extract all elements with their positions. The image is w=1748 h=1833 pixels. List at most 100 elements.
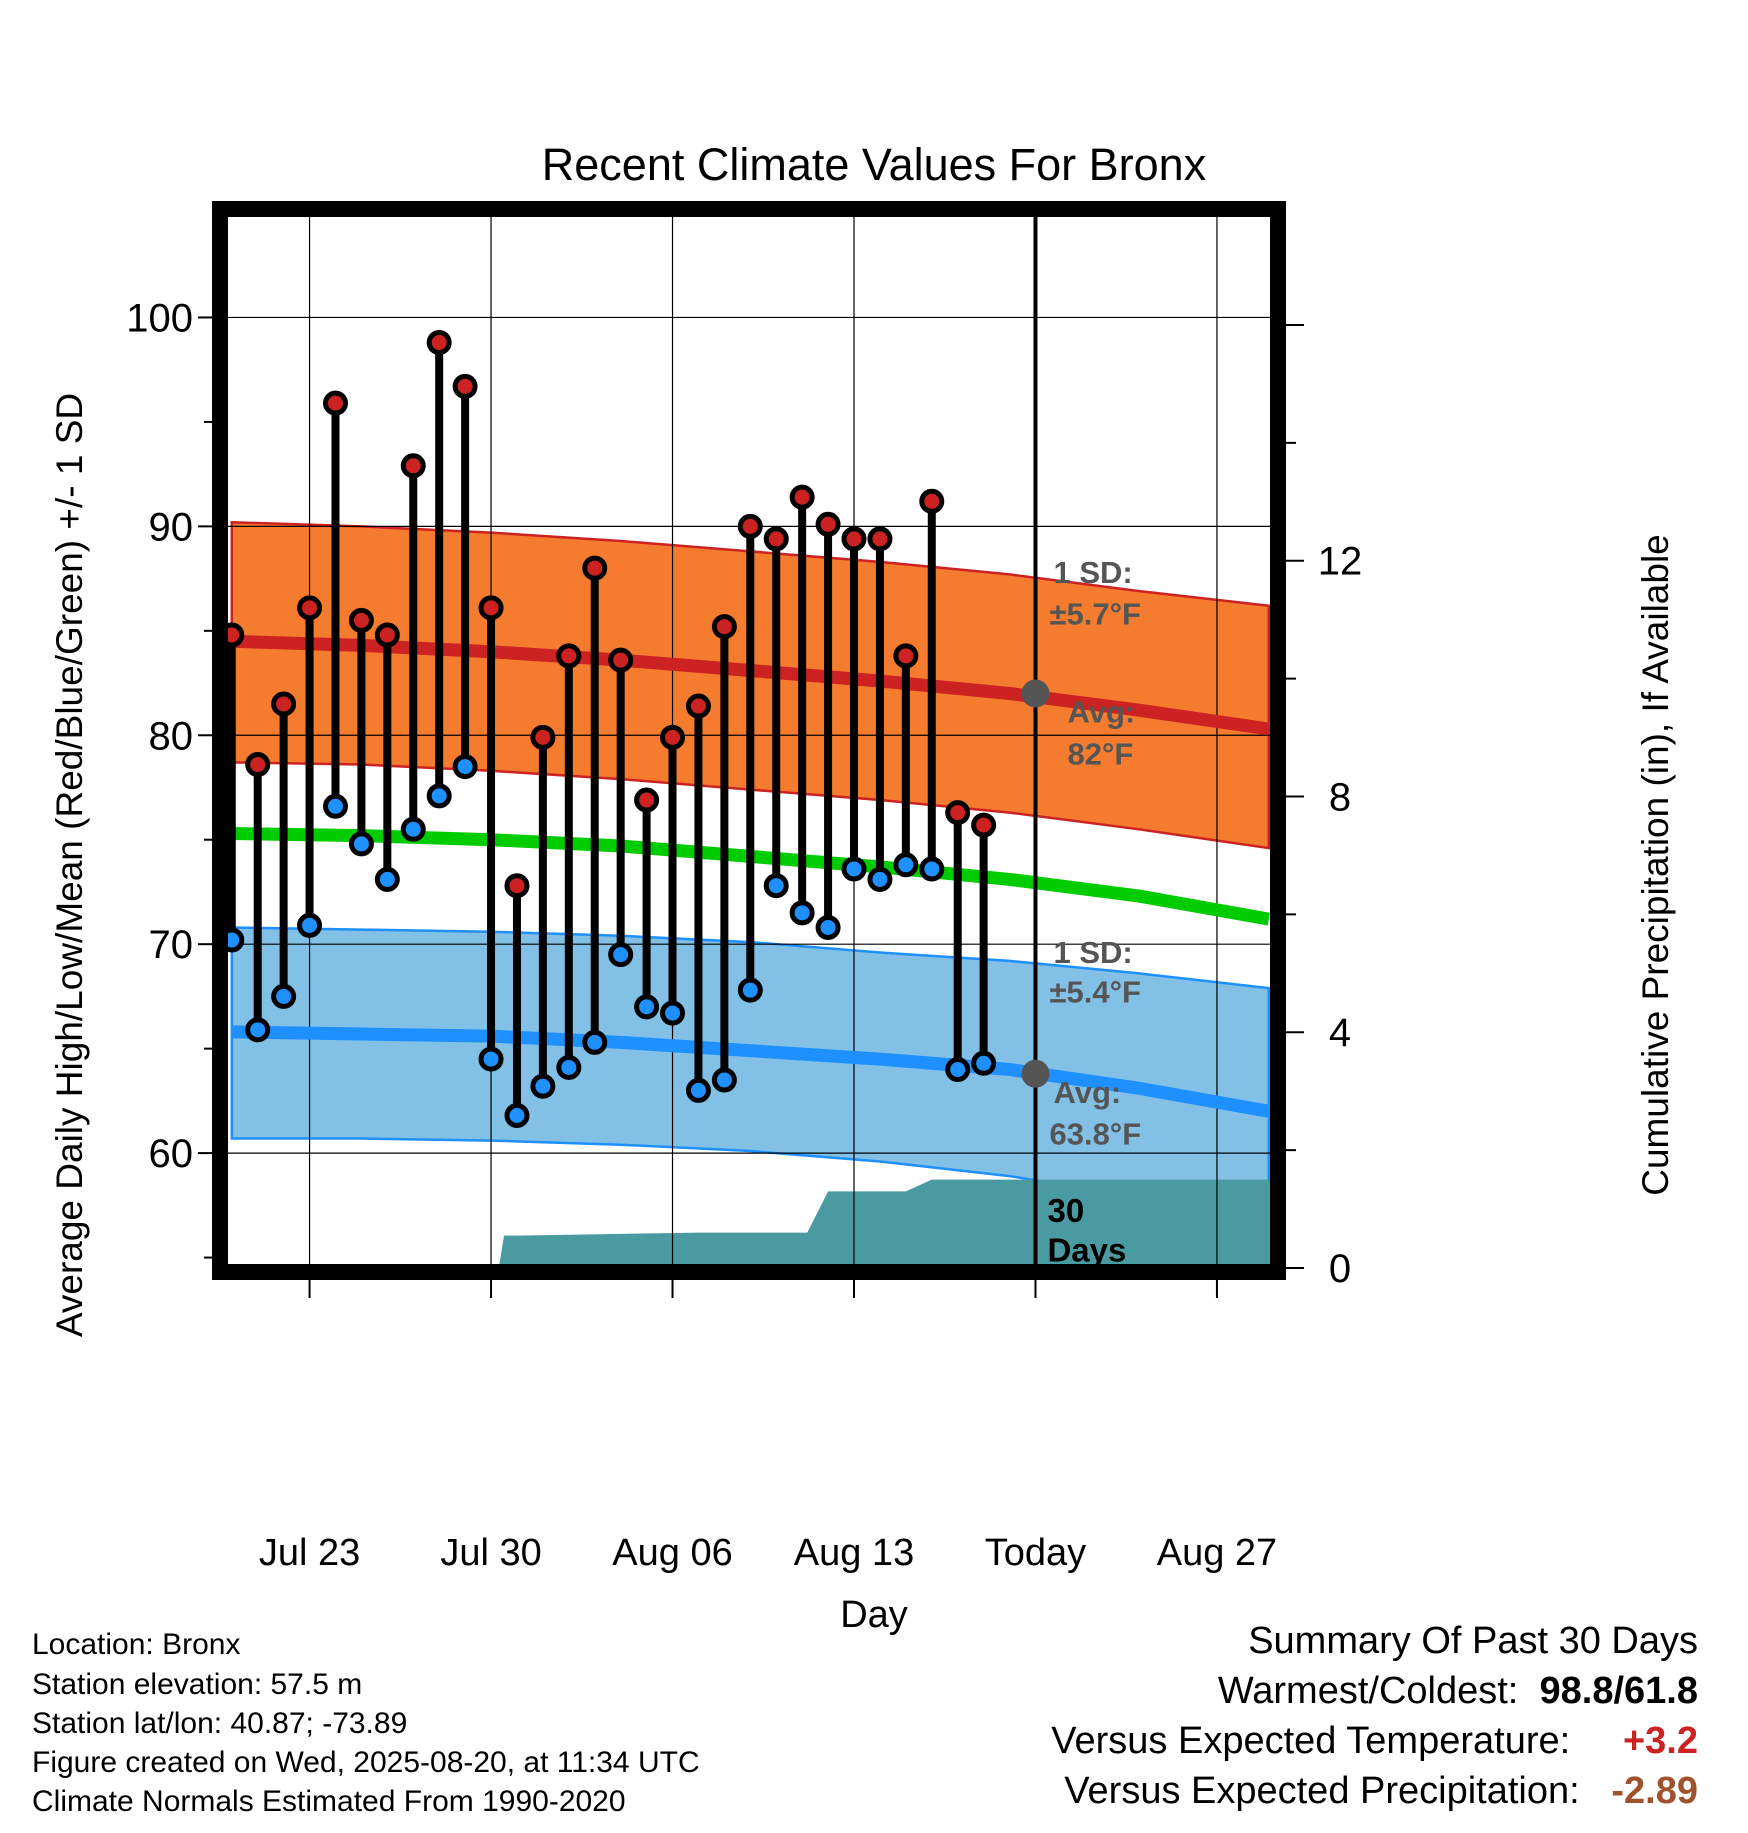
temp-label: Versus Expected Temperature: xyxy=(1051,1720,1571,1762)
low-point xyxy=(556,1054,582,1080)
low-point xyxy=(478,1046,504,1072)
y-tick-label: 100 xyxy=(126,296,193,340)
x-tick-label: Aug 27 xyxy=(1157,1532,1277,1574)
low-point xyxy=(815,914,841,940)
high-point xyxy=(556,643,582,669)
today-low-avg-marker xyxy=(1021,1059,1050,1088)
coldest-value: 61.8 xyxy=(1624,1670,1698,1712)
high-point xyxy=(271,691,297,717)
location-text: Location: Bronx xyxy=(32,1628,241,1661)
high-point xyxy=(224,622,245,648)
low-point xyxy=(660,1000,686,1026)
x-tick-label: Today xyxy=(985,1532,1086,1574)
high-point xyxy=(763,526,789,552)
high-point xyxy=(919,488,945,514)
low-point xyxy=(297,912,323,938)
high-point xyxy=(737,513,763,539)
high-point xyxy=(504,873,530,899)
high-point xyxy=(322,390,348,416)
y-tick-label: 60 xyxy=(149,1132,194,1176)
high-point xyxy=(245,752,271,778)
summary-warm-cold: Warmest/Coldest: 98.8/61.8 xyxy=(1217,1670,1698,1712)
high-point xyxy=(789,484,815,510)
high-point xyxy=(452,373,478,399)
created-text: Figure created on Wed, 2025-08-20, at 11… xyxy=(32,1746,700,1779)
y-tick-label: 90 xyxy=(149,505,194,549)
high-point xyxy=(634,787,660,813)
low-point xyxy=(582,1029,608,1055)
low-sd-value: ±5.4°F xyxy=(1049,975,1140,1010)
high-point xyxy=(685,693,711,719)
normals-text: Climate Normals Estimated From 1990-2020 xyxy=(32,1785,626,1818)
x-axis-label: Day xyxy=(840,1594,908,1636)
low-point xyxy=(608,942,634,968)
y2-tick-label: 12 xyxy=(1318,540,1363,584)
low-sd-label: 1 SD: xyxy=(1053,935,1132,970)
x-tick-label: Jul 23 xyxy=(259,1532,360,1574)
summary-temp: Versus Expected Temperature: +3.2 xyxy=(1051,1720,1698,1763)
y-axis-label: Average Daily High/Low/Mean (Red/Blue/Gr… xyxy=(49,393,90,1337)
x-tick-label: Aug 06 xyxy=(612,1532,732,1574)
warm-cold-label: Warmest/Coldest: xyxy=(1217,1670,1519,1712)
low-point xyxy=(322,793,348,819)
low-point xyxy=(452,754,478,780)
warmest-value: 98.8 xyxy=(1539,1670,1614,1712)
low-point xyxy=(867,866,893,892)
low-point xyxy=(711,1067,737,1093)
window-label-days: Days xyxy=(1047,1232,1126,1269)
window-label-number: 30 xyxy=(1047,1192,1084,1229)
high-point xyxy=(374,622,400,648)
high-point xyxy=(841,526,867,552)
low-point xyxy=(841,856,867,882)
high-point xyxy=(711,614,737,640)
low-point xyxy=(400,816,426,842)
low-point xyxy=(685,1077,711,1103)
low-point xyxy=(971,1050,997,1076)
low-point xyxy=(893,852,919,878)
y2-tick-label: 0 xyxy=(1329,1247,1351,1291)
high-point xyxy=(400,453,426,479)
low-point xyxy=(737,977,763,1003)
low-point xyxy=(504,1102,530,1128)
low-point xyxy=(763,873,789,899)
low-point xyxy=(348,831,374,857)
high-point xyxy=(582,555,608,581)
summary-precip: Versus Expected Precipitation: -2.89 xyxy=(1064,1770,1698,1813)
chart-title: Recent Climate Values For Bronx xyxy=(542,139,1207,190)
temp-value: +3.2 xyxy=(1622,1720,1698,1762)
high-point xyxy=(608,647,634,673)
today-high-avg-marker xyxy=(1021,679,1050,708)
high-point xyxy=(660,724,686,750)
y2-tick-label: 8 xyxy=(1329,775,1351,819)
precip-value: -2.89 xyxy=(1611,1770,1698,1812)
low-point xyxy=(224,927,245,953)
x-tick-label: Jul 30 xyxy=(440,1532,541,1574)
summary-heading: Summary Of Past 30 Days xyxy=(1248,1620,1698,1662)
precip-label: Versus Expected Precipitation: xyxy=(1064,1770,1580,1812)
low-point xyxy=(271,983,297,1009)
plot-frame xyxy=(212,201,1286,1280)
high-sd-value: ±5.7°F xyxy=(1049,597,1140,632)
high-point xyxy=(893,643,919,669)
latlon-text: Station lat/lon: 40.87; -73.89 xyxy=(32,1707,408,1740)
low-avg-line xyxy=(231,1025,1270,1118)
low-point xyxy=(245,1017,271,1043)
low-point xyxy=(426,783,452,809)
y2-axis-label: Cumulative Precipitation (in), If Availa… xyxy=(1635,534,1676,1196)
low-point xyxy=(634,994,660,1020)
y-tick-label: 70 xyxy=(149,923,194,967)
high-avg-label: Avg: xyxy=(1067,695,1135,730)
precipitation-area xyxy=(498,1179,1274,1268)
low-point xyxy=(945,1057,971,1083)
high-sd-label: 1 SD: xyxy=(1053,555,1132,590)
high-point xyxy=(426,330,452,356)
elevation-text: Station elevation: 57.5 m xyxy=(32,1668,363,1701)
low-point xyxy=(919,856,945,882)
y2-tick-label: 4 xyxy=(1329,1011,1351,1055)
high-point xyxy=(945,800,971,826)
high-point xyxy=(530,724,556,750)
plot-area: 1 SD: ±5.7°F Avg: 82°F 1 SD: ±5.4°F Avg: 63.8°F… xyxy=(224,213,1274,1269)
high-avg-value: 82°F xyxy=(1067,737,1133,772)
